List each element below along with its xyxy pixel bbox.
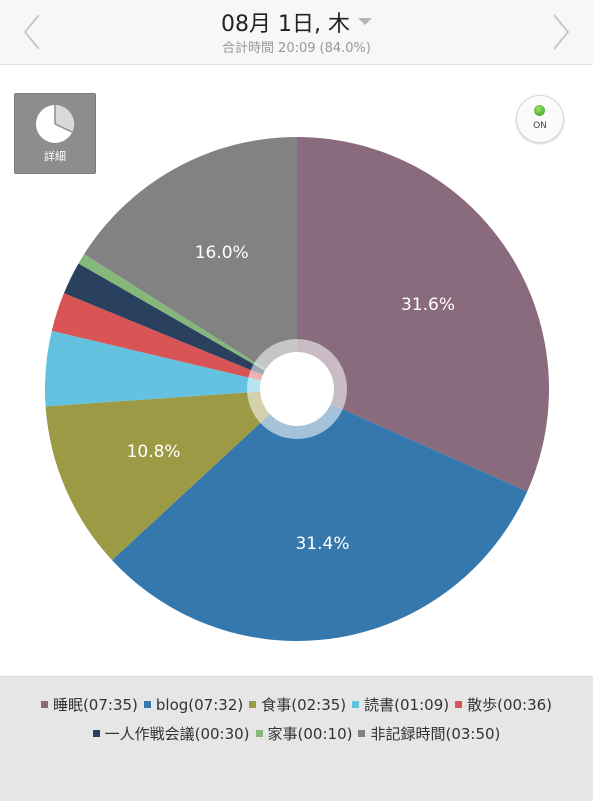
slice-percent-label: 10.8% xyxy=(127,442,181,462)
pie-slice-4[interactable] xyxy=(45,330,298,407)
legend-label: 家事(00:10) xyxy=(267,725,353,743)
legend-item[interactable]: 一人作戦会議(00:30) xyxy=(92,719,250,748)
pie-slice-7[interactable] xyxy=(78,254,298,389)
legend: 睡眠(07:35) blog(07:32) 食事(02:35) 読書(01:09) 散歩… xyxy=(0,676,593,801)
on-indicator-icon xyxy=(534,105,545,116)
pie-slice-3[interactable] xyxy=(45,389,297,561)
pie-chart-icon xyxy=(36,105,74,143)
legend-swatch xyxy=(358,730,366,737)
legend-swatch xyxy=(249,701,257,708)
legend-swatch xyxy=(40,701,48,708)
legend-list: 睡眠(07:35) blog(07:32) 食事(02:35) 読書(01:09) 散歩… xyxy=(18,690,575,748)
slice-percent-label: 31.6% xyxy=(401,295,455,315)
pie-slice-2[interactable] xyxy=(112,389,528,642)
legend-swatch xyxy=(255,730,263,737)
legend-item[interactable]: 家事(00:10) xyxy=(255,719,353,748)
legend-item[interactable]: blog(07:32) xyxy=(143,690,244,719)
time-pie-chart: 31.6% 31.4% 10.8% 16.0% xyxy=(45,137,550,642)
legend-label: 一人作戦会議(00:30) xyxy=(104,725,250,743)
legend-label: 散歩(00:36) xyxy=(467,696,553,714)
next-day-arrow-icon[interactable] xyxy=(553,14,569,50)
date-title[interactable]: 08月 1日, 木 xyxy=(0,6,593,38)
legend-label: 非記録時間(03:50) xyxy=(370,725,501,743)
detail-button[interactable]: 詳細 xyxy=(14,93,96,174)
legend-swatch xyxy=(455,701,463,708)
on-toggle-button[interactable]: ON xyxy=(516,95,564,143)
total-time-percent: (84.0%) xyxy=(319,41,371,56)
detail-label: 詳細 xyxy=(44,150,66,163)
legend-swatch xyxy=(92,730,100,737)
previous-day-arrow-icon[interactable] xyxy=(24,14,40,50)
on-label: ON xyxy=(533,121,547,131)
pie-slice-5[interactable] xyxy=(51,293,297,389)
total-time-label: 合計時間 xyxy=(222,41,275,56)
legend-label: 睡眠(07:35) xyxy=(52,696,138,714)
legend-swatch xyxy=(352,701,360,708)
pie-slice-6[interactable] xyxy=(63,263,298,389)
legend-item[interactable]: 非記録時間(03:50) xyxy=(358,719,500,748)
legend-label: 読書(01:09) xyxy=(364,696,450,714)
legend-item[interactable]: 読書(01:09) xyxy=(352,690,449,719)
total-time-summary: 合計時間 20:09 (84.0%) xyxy=(0,37,593,56)
pie-slice-8[interactable] xyxy=(84,137,298,389)
pie-slice-1[interactable] xyxy=(297,137,550,492)
legend-label: 食事(02:35) xyxy=(261,696,347,714)
date-text[interactable]: 08月 1日, 木 xyxy=(221,12,350,37)
date-header: 08月 1日, 木 合計時間 20:09 (84.0%) xyxy=(0,0,593,65)
slice-percent-label: 31.4% xyxy=(295,534,349,554)
legend-label: blog(07:32) xyxy=(155,695,244,714)
slice-percent-label: 16.0% xyxy=(195,243,249,263)
total-time-value: 20:09 xyxy=(278,41,316,56)
legend-swatch xyxy=(143,701,151,708)
legend-item[interactable]: 食事(02:35) xyxy=(249,690,346,719)
legend-item[interactable]: 睡眠(07:35) xyxy=(40,690,138,719)
date-dropdown-icon[interactable] xyxy=(357,18,372,25)
center-hole xyxy=(260,352,334,426)
legend-item[interactable]: 散歩(00:36) xyxy=(455,690,552,719)
